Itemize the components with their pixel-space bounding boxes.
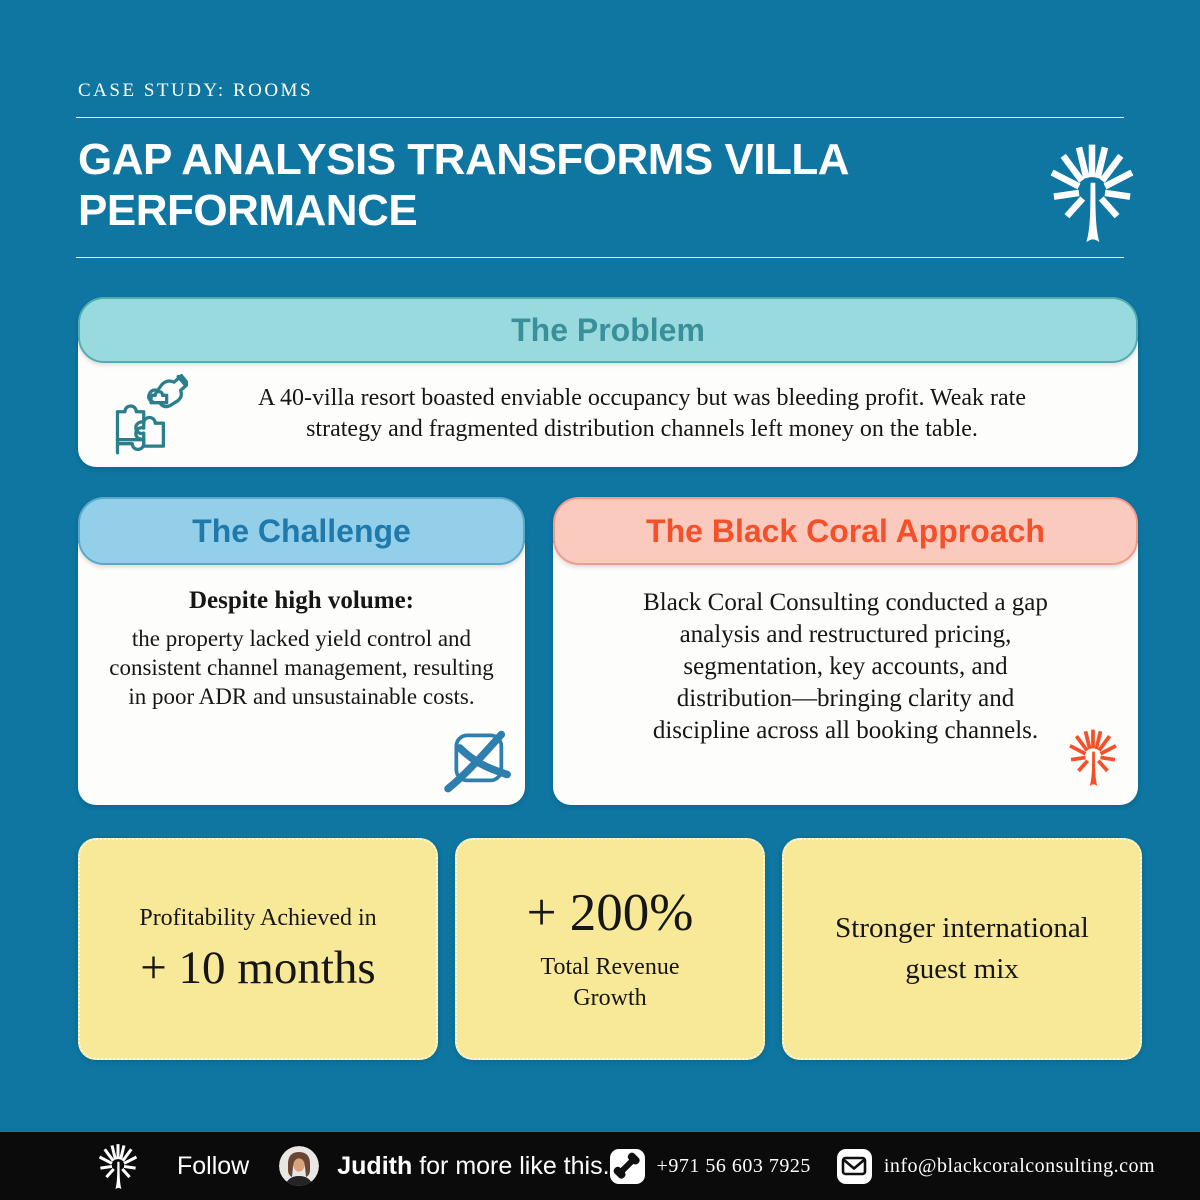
problem-text-content: A 40-villa resort boasted enviable occup… bbox=[257, 384, 1027, 442]
crossed-bird-box-icon bbox=[441, 727, 515, 797]
challenge-text: the property lacked yield control and co… bbox=[109, 626, 494, 709]
problem-section: The Problem A 40-villa resort boasted en… bbox=[78, 297, 1138, 467]
challenge-lead: Despite high volume: bbox=[189, 587, 414, 614]
stat-label: Profitability Achieved in bbox=[139, 905, 377, 932]
problem-text: A 40-villa resort boasted enviable occup… bbox=[212, 383, 1072, 445]
page-title: GAP ANALYSIS TRANSFORMS VILLA PERFORMANC… bbox=[78, 134, 1038, 237]
approach-title: The Black Coral Approach bbox=[646, 512, 1045, 549]
email-address: info@blackcoralconsulting.com bbox=[883, 1154, 1156, 1177]
author-name[interactable]: Judith bbox=[337, 1151, 413, 1180]
approach-body-card: Black Coral Consulting conducted a gap a… bbox=[553, 543, 1138, 805]
page-title-line1: GAP ANALYSIS TRANSFORMS VILLA bbox=[78, 135, 850, 184]
approach-text: Black Coral Consulting conducted a gap a… bbox=[643, 589, 1048, 744]
phone-icon bbox=[609, 1148, 645, 1184]
challenge-title: The Challenge bbox=[192, 512, 411, 549]
phone-contact[interactable]: +971 56 603 7925 bbox=[609, 1148, 811, 1184]
palm-tree-footer-icon bbox=[95, 1142, 141, 1190]
phone-number: +971 56 603 7925 bbox=[656, 1154, 811, 1177]
stat-card-revenue-growth: + 200% Total Revenue Growth bbox=[455, 838, 765, 1060]
avatar[interactable] bbox=[279, 1146, 319, 1186]
palm-tree-small-icon bbox=[1064, 727, 1122, 787]
approach-section: The Black Coral Approach Black Coral Con… bbox=[553, 497, 1138, 805]
follow-label: Follow bbox=[177, 1151, 250, 1180]
problem-title: The Problem bbox=[511, 311, 705, 348]
stat-label: Total Revenue Growth bbox=[540, 954, 680, 1012]
follow-cta-text: Judith for more like this. bbox=[337, 1152, 609, 1181]
envelope-icon bbox=[836, 1148, 872, 1184]
divider-under-title bbox=[76, 257, 1124, 258]
challenge-section: The Challenge Despite high volume: the p… bbox=[78, 497, 525, 805]
follow-cta-tail: for more like this. bbox=[419, 1151, 610, 1180]
puzzle-hand-icon bbox=[106, 373, 188, 457]
stat-value: + 200% bbox=[526, 884, 694, 943]
stat-label: Stronger international guest mix bbox=[835, 912, 1089, 985]
problem-header: The Problem bbox=[78, 297, 1138, 363]
footer-bar: Follow Judith for more like this. +971 5… bbox=[0, 1132, 1200, 1200]
email-contact[interactable]: info@blackcoralconsulting.com bbox=[836, 1148, 1156, 1184]
stat-value: + 10 months bbox=[140, 941, 376, 994]
approach-header: The Black Coral Approach bbox=[553, 497, 1138, 565]
eyebrow-label: CASE STUDY: ROOMS bbox=[78, 80, 314, 101]
challenge-header: The Challenge bbox=[78, 497, 525, 565]
challenge-body-card: Despite high volume: the property lacked… bbox=[78, 543, 525, 805]
stat-card-guest-mix: Stronger international guest mix bbox=[782, 838, 1142, 1060]
palm-tree-logo-icon bbox=[1042, 140, 1142, 244]
stat-card-profitability: Profitability Achieved in + 10 months bbox=[78, 838, 438, 1060]
page-title-line2: PERFORMANCE bbox=[78, 186, 418, 236]
divider-top bbox=[76, 117, 1124, 118]
